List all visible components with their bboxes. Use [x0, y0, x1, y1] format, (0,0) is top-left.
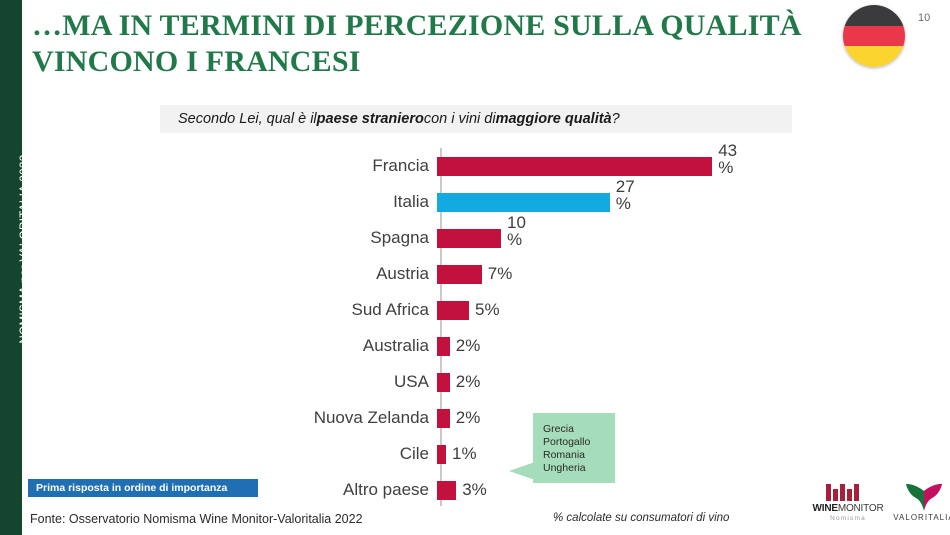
callout-box: Grecia Portogallo Romania Ungheria [533, 413, 615, 483]
callout-pointer-icon [509, 462, 535, 480]
winemonitor-sub: Nomisma [830, 515, 866, 522]
bar-track: 2% [435, 328, 780, 364]
bar-category-label: USA [394, 372, 429, 391]
valoritalia-wordmark: VALORITALIA [893, 513, 950, 522]
page-title: …MA IN TERMINI DI PERCEZIONE SULLA QUALI… [32, 9, 802, 78]
bar-track: 1% [435, 436, 780, 472]
bar [437, 445, 446, 464]
table-row: Nuova Zelanda 2% [280, 400, 780, 436]
sidebar-label: NOMISMA per VALORITALIA 2022 [19, 154, 31, 344]
bar-value-label: 43 % [718, 141, 738, 177]
bar [437, 409, 450, 428]
table-row: Italia 27 % [280, 178, 780, 220]
bar [437, 265, 482, 284]
winemonitor-mark-icon [826, 484, 870, 501]
bar-category-label: Australia [362, 336, 429, 355]
question-bold-1: paese straniero [316, 111, 424, 127]
bar-value-label: 3% [462, 480, 487, 499]
germany-flag-circle-icon [843, 5, 905, 67]
table-row: Altro paese 3% [280, 472, 780, 508]
bar-track: 43 % [435, 142, 780, 184]
bar [437, 157, 713, 176]
question-part-3: ? [611, 111, 620, 127]
bar-value-label: 1% [452, 444, 477, 463]
table-row: Francia 43 % [280, 142, 780, 184]
winemonitor-rest: MONITOR [837, 503, 884, 514]
bar [437, 337, 450, 356]
bar-category-label: Sud Africa [351, 300, 430, 319]
table-row: Spagna 10 % [280, 214, 780, 256]
bar [437, 301, 469, 320]
table-row: Sud Africa 5% [280, 292, 780, 328]
winemonitor-wordmark: WINEMONITOR [808, 503, 888, 514]
question-part-1: Secondo Lei, qual è il [178, 111, 317, 127]
page-number: 10 [918, 12, 931, 24]
chart-axis-line [440, 148, 442, 506]
bar [437, 373, 450, 392]
bar-category-label: Cile [399, 444, 429, 463]
left-sidebar: NOMISMA per VALORITALIA 2022 [0, 0, 31, 535]
bar-category-label: Altro paese [343, 480, 429, 499]
bar-track: 27 % [435, 178, 780, 220]
bar-value-label: 5% [475, 300, 500, 319]
status-badge: Prima risposta in ordine di importanza [28, 479, 258, 497]
bar-category-label: Nuova Zelanda [313, 408, 429, 427]
bar-category-label: Spagna [370, 228, 429, 247]
question-banner: Secondo Lei, qual è il paese straniero c… [160, 105, 792, 133]
table-row: Cile 1% [280, 436, 780, 472]
bar-chart: Francia 43 % Italia 27 % Spagna 10 % Austria 7%… [280, 142, 780, 508]
bar-value-label: 7% [487, 264, 513, 283]
bar-value-label: 2% [455, 372, 481, 391]
bar-track: 10 % [435, 214, 780, 256]
bar [437, 481, 457, 500]
bar [437, 229, 501, 248]
table-row: USA 2% [280, 364, 780, 400]
bar-track: 3% [435, 472, 780, 508]
bar-value-label: 27 % [615, 177, 635, 213]
bar-value-label: 2% [455, 336, 481, 355]
winemonitor-bold: WINE [812, 503, 839, 514]
bar-value-label: 2% [455, 408, 481, 427]
bar-track: 2% [435, 364, 780, 400]
valoritalia-logo: VALORITALIA [893, 482, 950, 526]
bar-category-label: Francia [372, 156, 429, 175]
bar-value-label: 10 % [507, 213, 526, 249]
question-bold-2: maggiore qualità [495, 111, 612, 127]
valoritalia-mark-icon [906, 483, 942, 511]
table-row: Austria 7% [280, 256, 780, 292]
bar-track: 5% [435, 292, 780, 328]
bar-track: 7% [435, 256, 780, 292]
bar-track: 2% [435, 400, 780, 436]
table-row: Australia 2% [280, 328, 780, 364]
bar [437, 193, 610, 212]
winemonitor-logo: WINEMONITOR Nomisma [808, 484, 888, 526]
callout-text: Grecia Portogallo Romania Ungheria [543, 423, 591, 474]
source-note: Fonte: Osservatorio Nomisma Wine Monitor… [30, 512, 363, 526]
percentage-note: % calcolate su consumatori di vino [553, 512, 730, 524]
question-part-2: con i vini di [423, 111, 496, 127]
bar-category-label: Austria [376, 264, 429, 283]
bar-category-label: Italia [393, 192, 429, 211]
